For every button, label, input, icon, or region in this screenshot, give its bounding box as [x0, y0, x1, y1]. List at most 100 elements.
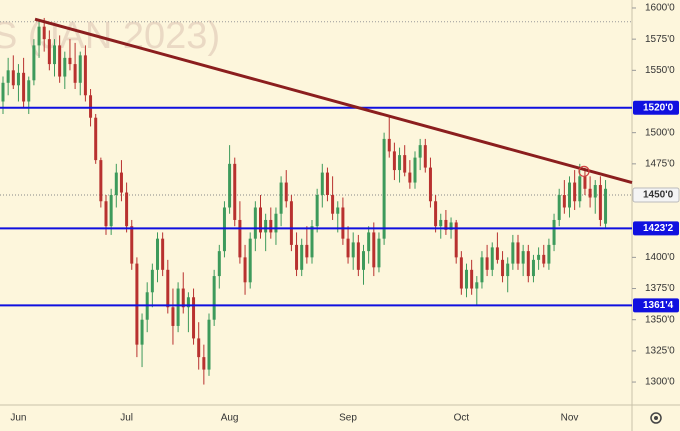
price-tag-label: 1423'2: [643, 223, 674, 234]
y-tick-label: 1550'0: [645, 65, 675, 76]
y-tick-label: 1325'0: [645, 346, 675, 357]
candle-body: [186, 297, 190, 308]
candle-body: [6, 70, 10, 83]
candle-body: [531, 259, 535, 277]
candle-body: [583, 176, 587, 189]
candle-body: [181, 288, 185, 308]
gear-center[interactable]: [654, 416, 658, 420]
price-tag: [633, 100, 679, 115]
candle-body: [398, 155, 402, 171]
candle-body: [428, 167, 432, 202]
price-tag: [633, 298, 679, 313]
candle-body: [367, 232, 371, 252]
candle-body: [228, 163, 232, 208]
candle-body: [470, 269, 474, 289]
candle-body: [135, 263, 139, 345]
candle-body: [392, 151, 396, 171]
candle-body: [377, 238, 381, 268]
candle-body: [22, 72, 26, 102]
candle-body: [439, 219, 443, 227]
price-tag: [633, 221, 679, 236]
candle-body: [243, 257, 247, 283]
candle-body: [197, 338, 201, 358]
candle-body: [408, 172, 412, 183]
candle-body: [434, 201, 438, 227]
gear[interactable]: [650, 412, 662, 424]
candle-body: [305, 244, 309, 258]
candle-body: [552, 219, 556, 245]
candle-body: [37, 26, 41, 46]
candle-body: [207, 319, 211, 370]
candle-body: [269, 219, 273, 233]
candle-body: [253, 207, 257, 239]
candle-body: [449, 222, 453, 230]
candle-body: [47, 39, 51, 65]
candle-body: [454, 222, 458, 258]
candle-body: [495, 247, 499, 260]
candle-body: [119, 172, 123, 193]
candle-body: [480, 257, 484, 283]
candle-body: [300, 244, 304, 270]
x-tick-label: Sep: [339, 413, 357, 424]
y-tick-label: 1300'0: [645, 377, 675, 388]
candle-body: [274, 213, 278, 233]
candle-body: [63, 57, 67, 77]
candle-body: [295, 244, 299, 270]
candle-body: [475, 282, 479, 289]
candle-body: [238, 219, 242, 258]
candle-body: [11, 70, 15, 86]
x-tick-label: Jun: [10, 413, 26, 424]
candle-body: [130, 226, 134, 264]
price-tag-label: 1361'4: [643, 300, 674, 311]
candle-body: [465, 269, 468, 289]
candle-body: [171, 307, 175, 326]
candle-body: [336, 207, 340, 214]
settings-icon[interactable]: [650, 412, 662, 424]
candle-body: [557, 195, 561, 220]
candle-body: [192, 297, 196, 339]
candle-body: [516, 242, 520, 264]
candle-body: [315, 195, 319, 227]
candle-body: [125, 192, 129, 227]
candle-body: [573, 182, 577, 202]
y-tick-label: 1400'0: [645, 252, 675, 263]
candle-body: [485, 257, 489, 270]
candle-body: [562, 195, 566, 208]
candle-body: [356, 242, 360, 270]
candle-body: [382, 138, 386, 239]
candle-body: [78, 55, 82, 83]
candle-body: [362, 251, 365, 270]
candle-body: [459, 257, 463, 289]
price-tag-label: 1450'0: [643, 190, 674, 201]
candle-body: [593, 185, 597, 198]
y-tick-label: 1375'0: [645, 283, 675, 294]
candle-body: [490, 247, 494, 270]
candle-body: [166, 269, 170, 308]
candle-body: [109, 195, 113, 227]
candle-body: [279, 182, 283, 214]
candle-body: [598, 185, 602, 220]
candle-body: [521, 251, 525, 264]
candle-body: [501, 259, 505, 277]
candle-body: [418, 145, 422, 158]
candle-body: [547, 244, 551, 264]
candle-body: [264, 219, 268, 233]
candle-body: [42, 26, 46, 40]
candle-body: [403, 155, 407, 173]
price-tag-label: 1520'0: [643, 102, 674, 113]
trendline: [34, 17, 633, 184]
candle-body: [212, 276, 216, 320]
y-tick-label: 1575'0: [645, 34, 675, 45]
candle-body: [444, 219, 448, 230]
y-tick-label: 1500'0: [645, 127, 675, 138]
candle-body: [542, 254, 546, 264]
candle-body: [372, 232, 376, 268]
y-tick-label: 1600'0: [645, 3, 675, 14]
candle-body: [27, 80, 31, 102]
marker: [578, 165, 590, 177]
candle-body: [104, 201, 108, 227]
candle-body: [423, 145, 427, 168]
